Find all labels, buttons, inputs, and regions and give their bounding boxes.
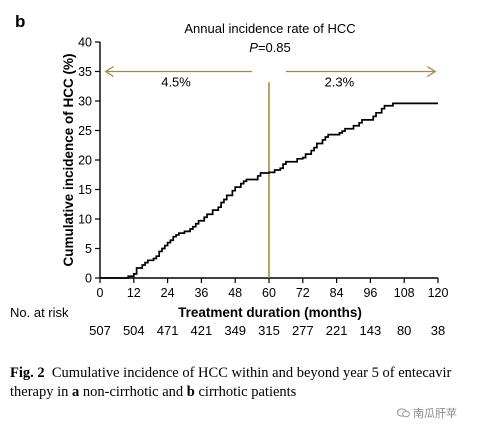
y-tick-label: 0 [85, 272, 92, 286]
at-risk-row: 507 504 471 421 349 315 277 221 143 80 38 [89, 323, 445, 338]
watermark-text: 南瓜肝苹 [413, 407, 457, 420]
wechat-icon [397, 408, 410, 418]
chart: b Annual incidence rate of HCC P=0.85 Cu… [10, 12, 448, 338]
x-axis-title: Treatment duration (months) [178, 305, 362, 320]
at-risk-count: 421 [191, 323, 213, 338]
at-risk-count: 504 [123, 323, 145, 338]
watermark: 南瓜肝苹 [397, 405, 457, 421]
caption-panel-a: a [72, 384, 80, 400]
x-tick-label: 96 [363, 286, 377, 300]
caption-text: Cumulative incidence of HCC within and b… [10, 365, 452, 400]
at-risk-count: 277 [292, 323, 314, 338]
y-tick-label: 10 [78, 213, 92, 227]
at-risk-count: 507 [89, 323, 111, 338]
right-arrowhead-icon [426, 65, 437, 78]
at-risk-count: 315 [258, 323, 280, 338]
left-arrowhead-icon [104, 65, 114, 78]
at-risk-label: No. at risk [10, 305, 69, 320]
y-tick-label: 15 [78, 183, 92, 197]
x-tick-label: 36 [194, 286, 208, 300]
y-tick-label: 20 [78, 154, 92, 168]
y-tick-label: 35 [78, 65, 92, 79]
x-tick-label: 24 [161, 286, 175, 300]
x-tick-label: 12 [127, 286, 141, 300]
panel-label: b [15, 12, 25, 31]
rate-annotation: 4.5% [161, 74, 191, 89]
x-tick-label: 48 [228, 286, 242, 300]
axes: 0 5 10 15 20 25 30 35 40 0 12 24 36 48 60 72 84 96 108 120 [78, 36, 448, 301]
y-axis-title: Cumulative incidence of HCC (%) [61, 53, 76, 266]
y-tick-label: 30 [78, 95, 92, 109]
y-tick-label: 25 [78, 124, 92, 138]
at-risk-count: 143 [360, 323, 382, 338]
figure-caption: Fig. 2 Cumulative incidence of HCC withi… [10, 364, 468, 402]
caption-text: cirrhotic patients [194, 384, 297, 400]
cumulative-incidence-step-line [100, 102, 438, 279]
x-tick-label: 60 [262, 286, 276, 300]
at-risk-count: 471 [157, 323, 179, 338]
x-tick-label: 84 [330, 286, 344, 300]
x-tick-label: 120 [428, 286, 449, 300]
caption-text: non-cirrhotic and [79, 384, 187, 400]
at-risk-count: 80 [397, 323, 411, 338]
chart-title: Annual incidence rate of HCC [184, 21, 355, 36]
y-tick-label: 5 [85, 242, 92, 256]
x-tick-label: 0 [97, 286, 104, 300]
x-tick-label: 108 [394, 286, 415, 300]
plot-area: 4.5% 2.3% [100, 65, 438, 279]
at-risk-count: 221 [326, 323, 348, 338]
caption-figure-number: Fig. 2 [10, 365, 45, 381]
at-risk-count: 349 [224, 323, 246, 338]
x-tick-label: 72 [296, 286, 310, 300]
rate-annotation: 2.3% [325, 74, 355, 89]
p-value-annotation: P=0.85 [249, 40, 291, 55]
y-tick-label: 40 [78, 36, 92, 50]
caption-panel-b: b [186, 384, 195, 400]
at-risk-count: 38 [431, 323, 445, 338]
